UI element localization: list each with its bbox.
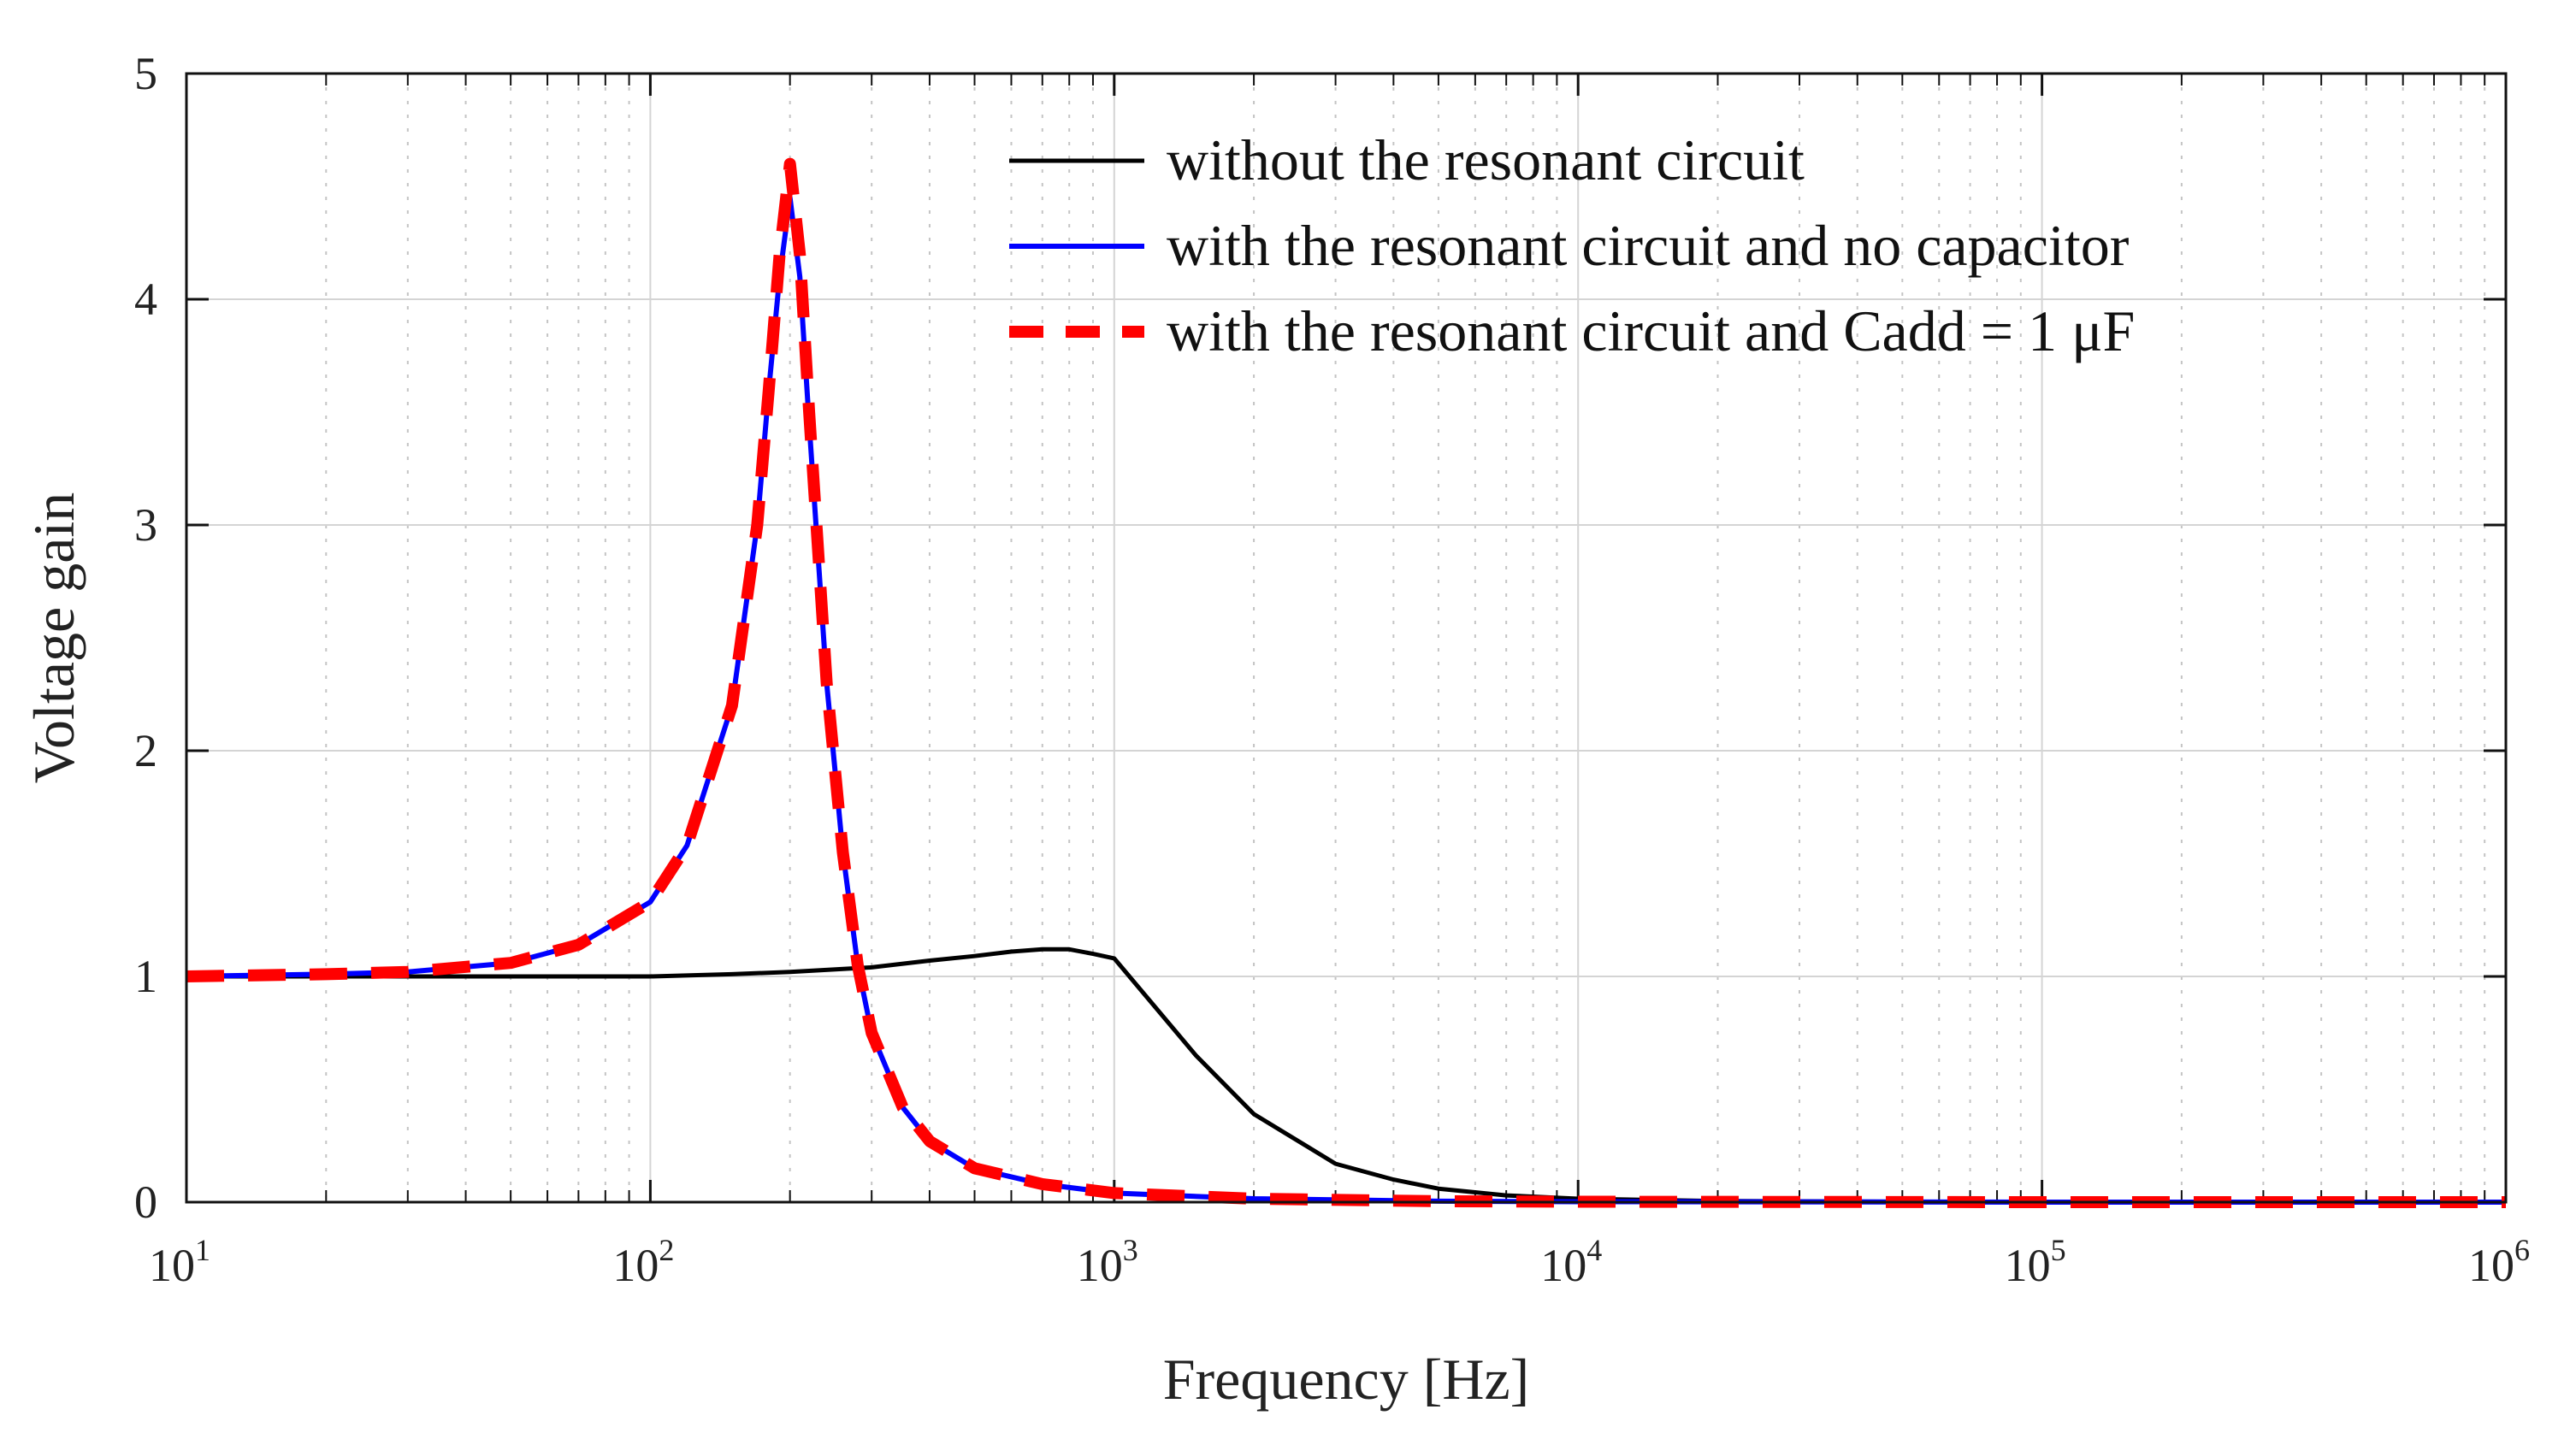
y-tick-label: 2 <box>134 725 157 776</box>
series-lines <box>186 157 2507 1208</box>
x-tick-label-base: 10 <box>1077 1240 1123 1291</box>
y-axis-title: Voltage gain <box>21 492 86 784</box>
x-tick-label: 104 <box>1540 1233 1602 1291</box>
x-tick-label: 103 <box>1077 1233 1138 1291</box>
x-tick-label-exponent: 5 <box>2051 1233 2066 1267</box>
x-tick-label: 105 <box>2005 1233 2066 1291</box>
x-tick-label-exponent: 1 <box>195 1233 210 1267</box>
legend-label-1: without the resonant circuit <box>1167 127 1805 192</box>
plot-frame <box>185 72 2508 1204</box>
x-tick-label: 101 <box>149 1233 210 1291</box>
grid <box>186 74 2506 1202</box>
x-tick-label-exponent: 3 <box>1123 1233 1138 1267</box>
x-tick-label-exponent: 6 <box>2514 1233 2530 1267</box>
series-line-3 <box>186 157 2506 1208</box>
legend-label-3: with the resonant circuit and Cadd = 1 μ… <box>1167 298 2135 363</box>
legend-label-2: with the resonant circuit and no capacit… <box>1167 213 2130 278</box>
x-tick-label-base: 10 <box>2468 1240 2514 1291</box>
x-axis-title: Frequency [Hz] <box>1163 1347 1530 1412</box>
x-tick-label-base: 10 <box>2005 1240 2051 1291</box>
y-tick-label: 1 <box>134 951 157 1002</box>
x-tick-label-base: 10 <box>612 1240 659 1291</box>
x-tick-label: 106 <box>2468 1233 2530 1291</box>
x-tick-label-base: 10 <box>149 1240 195 1291</box>
y-tick-label: 0 <box>134 1176 157 1228</box>
x-tick-label-exponent: 2 <box>659 1233 674 1267</box>
x-tick-label-base: 10 <box>1540 1240 1586 1291</box>
legend: without the resonant circuit with the res… <box>1009 127 2135 363</box>
x-tick-label-exponent: 4 <box>1586 1233 1602 1267</box>
y-tick-label: 4 <box>134 274 157 325</box>
y-tick-label: 3 <box>134 499 157 551</box>
x-tick-label: 102 <box>612 1233 674 1291</box>
y-tick-label: 5 <box>134 48 157 99</box>
series-line-1 <box>186 946 2507 1205</box>
